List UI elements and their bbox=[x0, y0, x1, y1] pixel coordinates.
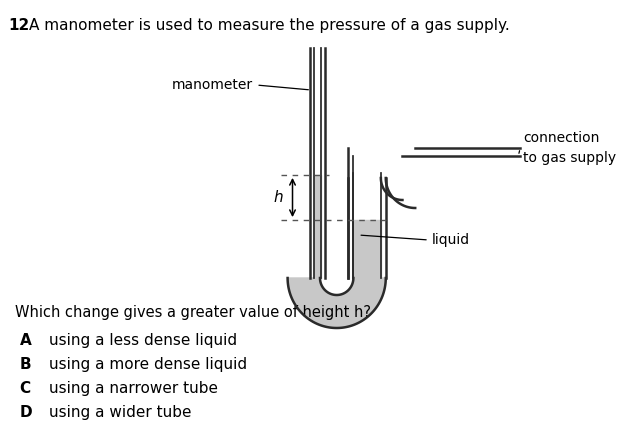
Polygon shape bbox=[288, 278, 386, 328]
Text: using a more dense liquid: using a more dense liquid bbox=[49, 357, 247, 372]
Text: using a less dense liquid: using a less dense liquid bbox=[49, 333, 237, 348]
Text: D: D bbox=[20, 405, 33, 420]
Text: using a wider tube: using a wider tube bbox=[49, 405, 191, 420]
Text: B: B bbox=[20, 357, 31, 372]
Text: connection
to gas supply: connection to gas supply bbox=[523, 131, 616, 165]
Text: A: A bbox=[20, 333, 31, 348]
Text: 12: 12 bbox=[8, 18, 29, 33]
Text: using a narrower tube: using a narrower tube bbox=[49, 381, 218, 396]
Text: manometer: manometer bbox=[172, 78, 253, 92]
Text: C: C bbox=[20, 381, 31, 396]
Text: h: h bbox=[274, 190, 283, 205]
Text: A manometer is used to measure the pressure of a gas supply.: A manometer is used to measure the press… bbox=[29, 18, 510, 33]
Text: liquid: liquid bbox=[432, 233, 470, 247]
Text: Which change gives a greater value of height h?: Which change gives a greater value of he… bbox=[15, 305, 371, 320]
